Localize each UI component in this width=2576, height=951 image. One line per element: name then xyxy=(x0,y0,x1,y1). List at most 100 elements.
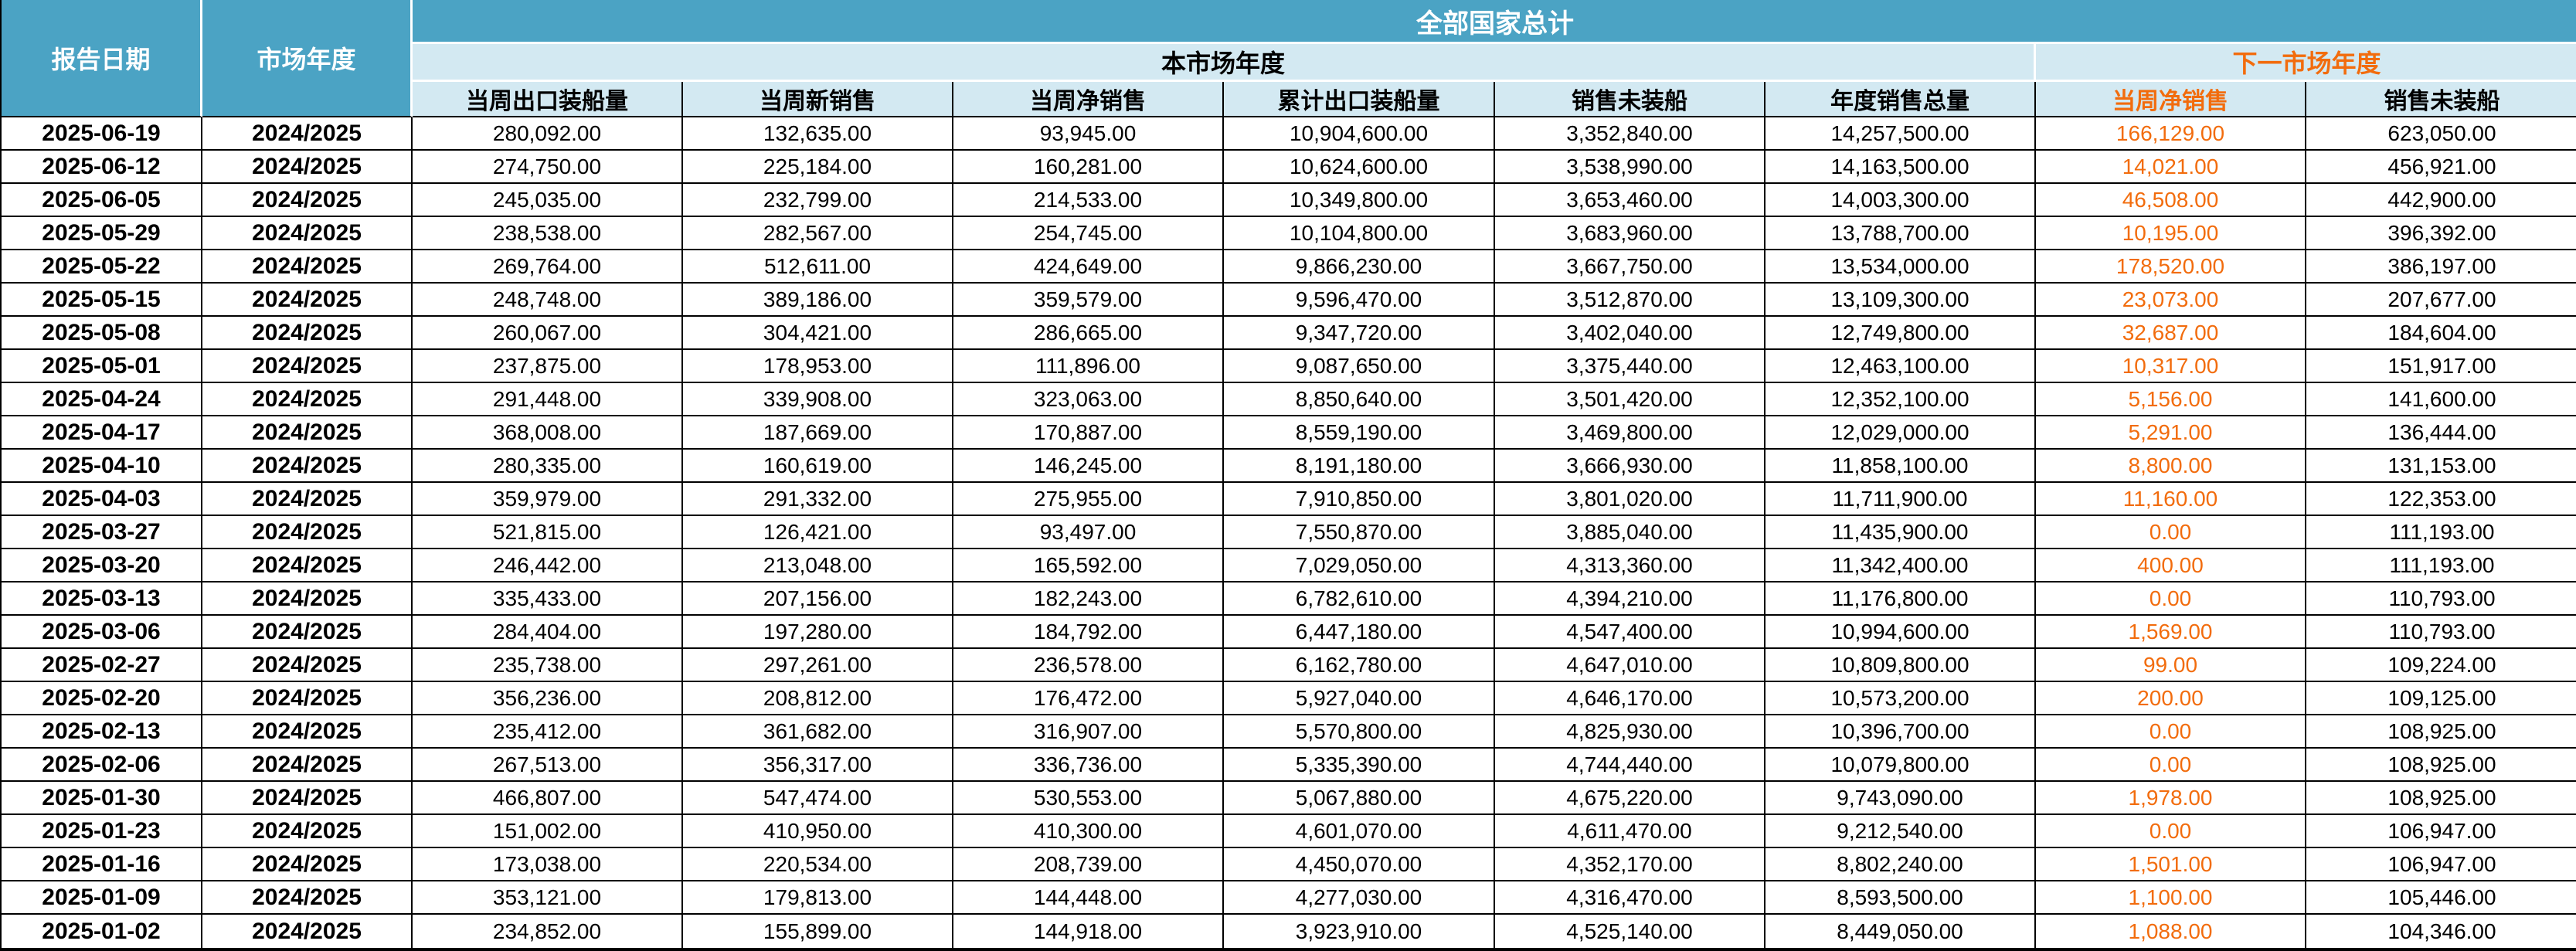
value-cell[interactable]: 4,277,030.00 xyxy=(1224,881,1495,915)
value-cell[interactable]: 178,953.00 xyxy=(683,350,953,383)
market-year-cell[interactable]: 2024/2025 xyxy=(202,250,413,284)
value-cell[interactable]: 9,347,720.00 xyxy=(1224,317,1495,350)
report-date-cell[interactable]: 2025-05-15 xyxy=(2,284,202,317)
value-cell[interactable]: 200.00 xyxy=(2036,682,2306,715)
value-cell[interactable]: 356,236.00 xyxy=(413,682,683,715)
value-cell[interactable]: 179,813.00 xyxy=(683,881,953,915)
value-cell[interactable]: 11,435,900.00 xyxy=(1765,516,2036,549)
report-date-cell[interactable]: 2025-03-20 xyxy=(2,549,202,582)
value-cell[interactable]: 3,666,930.00 xyxy=(1495,450,1765,483)
value-cell[interactable]: 5,570,800.00 xyxy=(1224,715,1495,749)
value-cell[interactable]: 176,472.00 xyxy=(953,682,1224,715)
value-cell[interactable]: 7,550,870.00 xyxy=(1224,516,1495,549)
value-cell[interactable]: 109,224.00 xyxy=(2306,649,2576,682)
report-date-cell[interactable]: 2025-02-27 xyxy=(2,649,202,682)
value-cell[interactable]: 442,900.00 xyxy=(2306,184,2576,217)
report-date-cell[interactable]: 2025-01-02 xyxy=(2,915,202,948)
market-year-cell[interactable]: 2024/2025 xyxy=(202,815,413,848)
value-cell[interactable]: 93,945.00 xyxy=(953,117,1224,151)
report-date-cell[interactable]: 2025-05-22 xyxy=(2,250,202,284)
value-cell[interactable]: 151,002.00 xyxy=(413,815,683,848)
value-cell[interactable]: 368,008.00 xyxy=(413,416,683,450)
report-date-cell[interactable]: 2025-06-19 xyxy=(2,117,202,151)
market-year-cell[interactable]: 2024/2025 xyxy=(202,649,413,682)
report-date-cell[interactable]: 2025-03-06 xyxy=(2,616,202,649)
value-cell[interactable]: 8,191,180.00 xyxy=(1224,450,1495,483)
value-cell[interactable]: 8,802,240.00 xyxy=(1765,848,2036,881)
value-cell[interactable]: 131,153.00 xyxy=(2306,450,2576,483)
value-cell[interactable]: 3,667,750.00 xyxy=(1495,250,1765,284)
col-header-outstanding-sales[interactable]: 销售未装船 xyxy=(1495,82,1765,117)
value-cell[interactable]: 10,079,800.00 xyxy=(1765,749,2036,782)
report-date-cell[interactable]: 2025-04-24 xyxy=(2,383,202,416)
value-cell[interactable]: 10,994,600.00 xyxy=(1765,616,2036,649)
value-cell[interactable]: 10,573,200.00 xyxy=(1765,682,2036,715)
value-cell[interactable]: 23,073.00 xyxy=(2036,284,2306,317)
report-date-cell[interactable]: 2025-01-23 xyxy=(2,815,202,848)
value-cell[interactable]: 12,463,100.00 xyxy=(1765,350,2036,383)
value-cell[interactable]: 10,104,800.00 xyxy=(1224,217,1495,250)
value-cell[interactable]: 9,087,650.00 xyxy=(1224,350,1495,383)
value-cell[interactable]: 297,261.00 xyxy=(683,649,953,682)
value-cell[interactable]: 386,197.00 xyxy=(2306,250,2576,284)
value-cell[interactable]: 410,950.00 xyxy=(683,815,953,848)
value-cell[interactable]: 238,538.00 xyxy=(413,217,683,250)
value-cell[interactable]: 109,125.00 xyxy=(2306,682,2576,715)
value-cell[interactable]: 410,300.00 xyxy=(953,815,1224,848)
value-cell[interactable]: 207,156.00 xyxy=(683,582,953,616)
value-cell[interactable]: 10,317.00 xyxy=(2036,350,2306,383)
value-cell[interactable]: 10,396,700.00 xyxy=(1765,715,2036,749)
value-cell[interactable]: 280,335.00 xyxy=(413,450,683,483)
value-cell[interactable]: 111,193.00 xyxy=(2306,516,2576,549)
value-cell[interactable]: 396,392.00 xyxy=(2306,217,2576,250)
value-cell[interactable]: 282,567.00 xyxy=(683,217,953,250)
value-cell[interactable]: 4,675,220.00 xyxy=(1495,782,1765,815)
value-cell[interactable]: 235,412.00 xyxy=(413,715,683,749)
value-cell[interactable]: 184,604.00 xyxy=(2306,317,2576,350)
value-cell[interactable]: 111,193.00 xyxy=(2306,549,2576,582)
report-date-cell[interactable]: 2025-01-16 xyxy=(2,848,202,881)
market-year-cell[interactable]: 2024/2025 xyxy=(202,582,413,616)
col-header-weekly-gross-sales[interactable]: 当周新销售 xyxy=(683,82,953,117)
value-cell[interactable]: 274,750.00 xyxy=(413,151,683,184)
value-cell[interactable]: 4,547,400.00 xyxy=(1495,616,1765,649)
value-cell[interactable]: 254,745.00 xyxy=(953,217,1224,250)
value-cell[interactable]: 246,442.00 xyxy=(413,549,683,582)
value-cell[interactable]: 46,508.00 xyxy=(2036,184,2306,217)
value-cell[interactable]: 359,579.00 xyxy=(953,284,1224,317)
report-date-cell[interactable]: 2025-04-10 xyxy=(2,450,202,483)
value-cell[interactable]: 7,910,850.00 xyxy=(1224,483,1495,516)
market-year-cell[interactable]: 2024/2025 xyxy=(202,184,413,217)
value-cell[interactable]: 291,448.00 xyxy=(413,383,683,416)
value-cell[interactable]: 3,512,870.00 xyxy=(1495,284,1765,317)
value-cell[interactable]: 14,021.00 xyxy=(2036,151,2306,184)
value-cell[interactable]: 3,501,420.00 xyxy=(1495,383,1765,416)
value-cell[interactable]: 466,807.00 xyxy=(413,782,683,815)
report-date-cell[interactable]: 2025-03-27 xyxy=(2,516,202,549)
value-cell[interactable]: 6,447,180.00 xyxy=(1224,616,1495,649)
market-year-cell[interactable]: 2024/2025 xyxy=(202,383,413,416)
value-cell[interactable]: 0.00 xyxy=(2036,815,2306,848)
report-date-cell[interactable]: 2025-05-01 xyxy=(2,350,202,383)
value-cell[interactable]: 4,647,010.00 xyxy=(1495,649,1765,682)
value-cell[interactable]: 3,352,840.00 xyxy=(1495,117,1765,151)
value-cell[interactable]: 4,646,170.00 xyxy=(1495,682,1765,715)
value-cell[interactable]: 160,619.00 xyxy=(683,450,953,483)
market-year-cell[interactable]: 2024/2025 xyxy=(202,450,413,483)
value-cell[interactable]: 361,682.00 xyxy=(683,715,953,749)
value-cell[interactable]: 108,925.00 xyxy=(2306,749,2576,782)
value-cell[interactable]: 5,927,040.00 xyxy=(1224,682,1495,715)
market-year-cell[interactable]: 2024/2025 xyxy=(202,284,413,317)
value-cell[interactable]: 11,342,400.00 xyxy=(1765,549,2036,582)
report-date-cell[interactable]: 2025-01-30 xyxy=(2,782,202,815)
value-cell[interactable]: 623,050.00 xyxy=(2306,117,2576,151)
market-year-cell[interactable]: 2024/2025 xyxy=(202,317,413,350)
value-cell[interactable]: 10,195.00 xyxy=(2036,217,2306,250)
value-cell[interactable]: 9,212,540.00 xyxy=(1765,815,2036,848)
value-cell[interactable]: 237,875.00 xyxy=(413,350,683,383)
value-cell[interactable]: 335,433.00 xyxy=(413,582,683,616)
value-cell[interactable]: 316,907.00 xyxy=(953,715,1224,749)
value-cell[interactable]: 13,109,300.00 xyxy=(1765,284,2036,317)
value-cell[interactable]: 187,669.00 xyxy=(683,416,953,450)
value-cell[interactable]: 132,635.00 xyxy=(683,117,953,151)
